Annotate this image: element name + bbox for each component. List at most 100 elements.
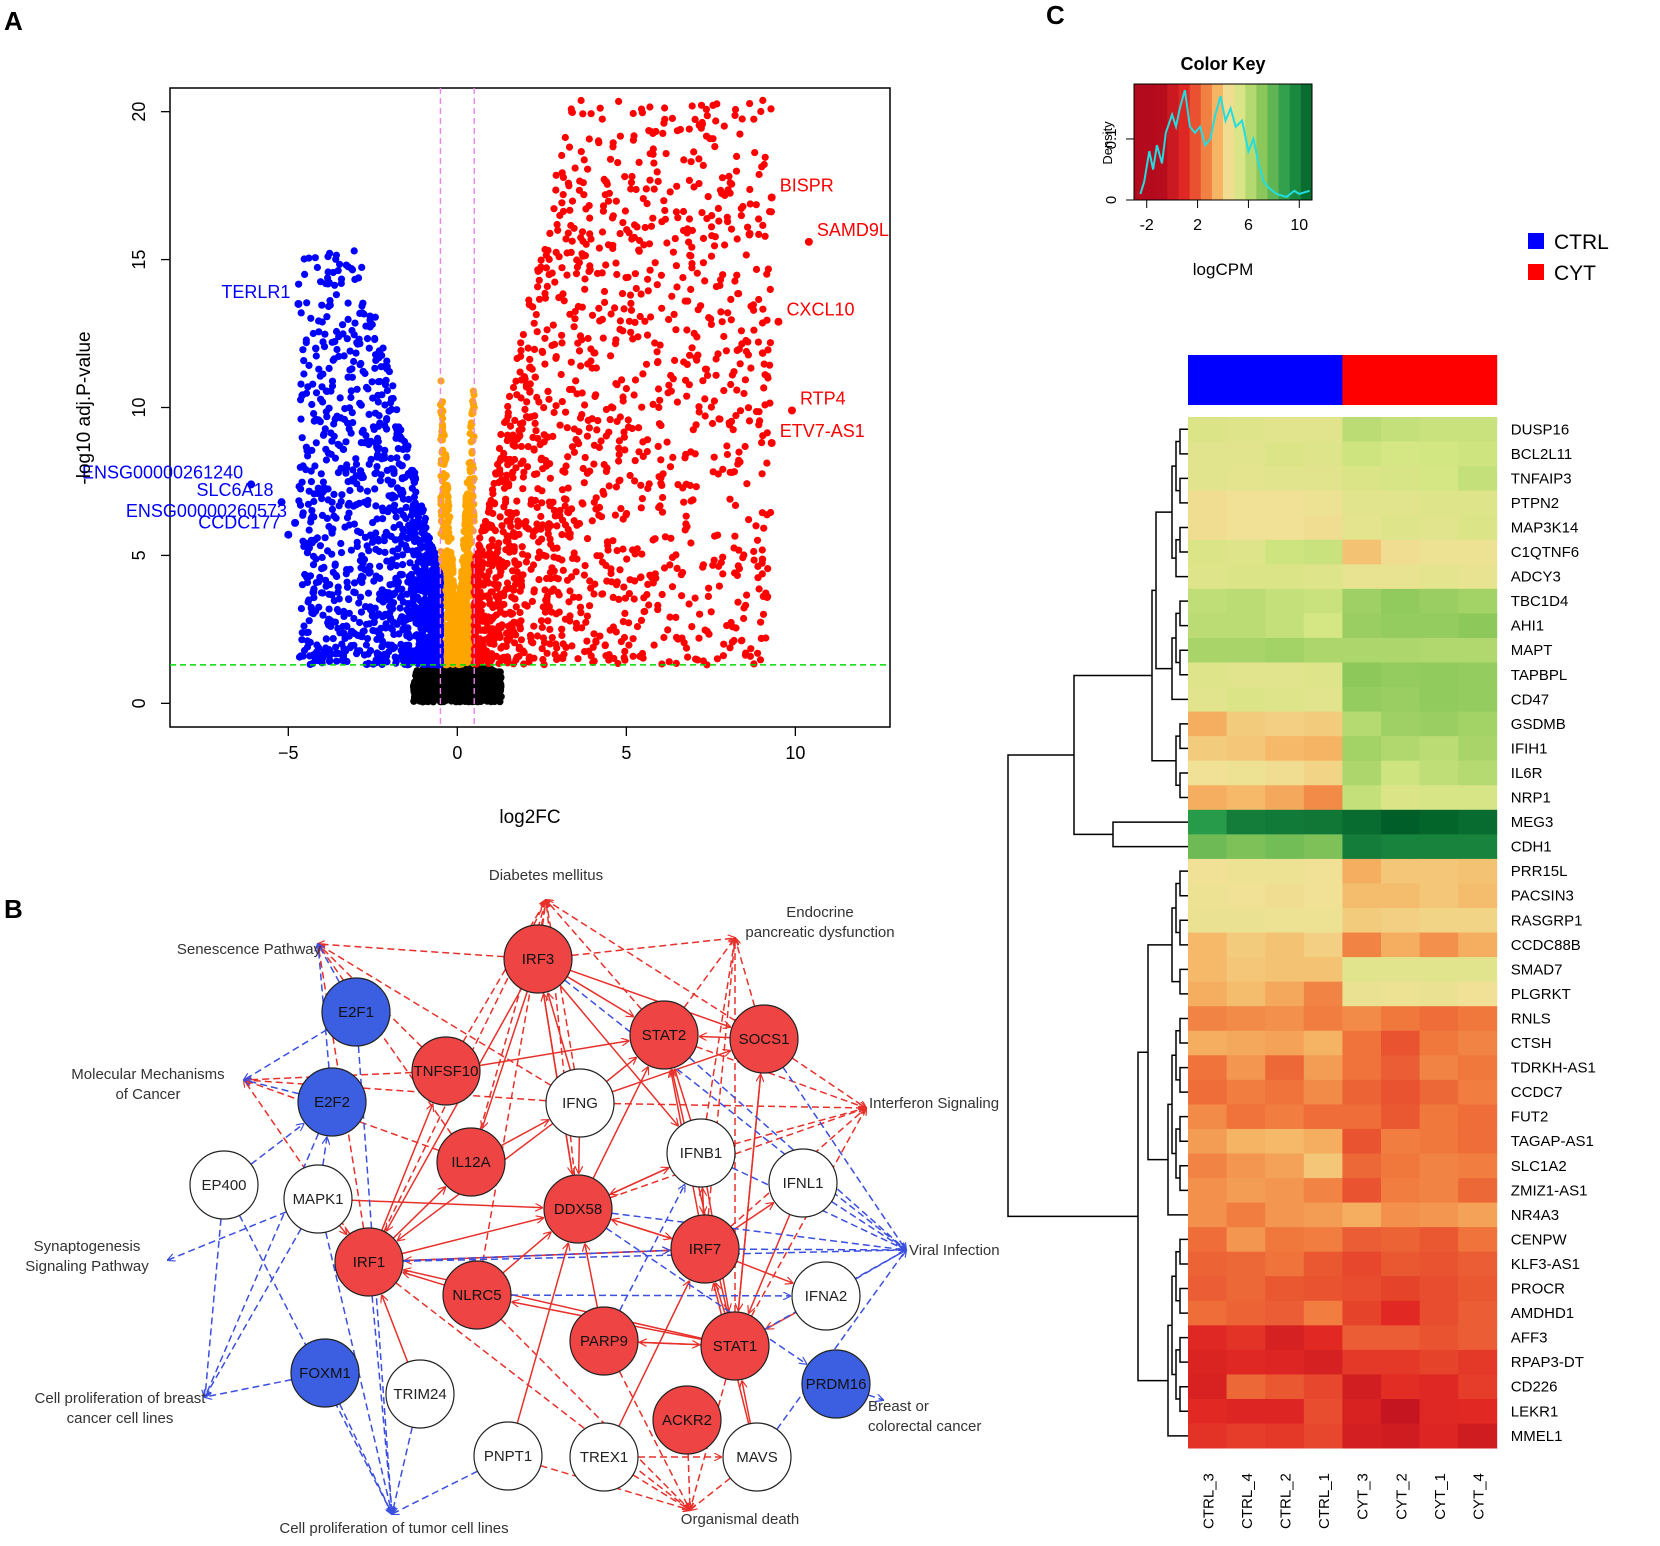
volcano-point [500,600,508,609]
volcano-point [606,416,614,424]
volcano-point [450,641,458,649]
volcano-point [759,96,767,104]
volcano-point [365,569,373,577]
color-key-band [1278,84,1291,200]
volcano-point [755,295,763,304]
volcano-labeled-point [774,317,783,326]
volcano-point [379,515,387,523]
volcano-point [517,339,525,347]
volcano-point [559,516,567,524]
volcano-point [521,405,529,413]
volcano-point [703,215,711,223]
volcano-point [371,364,379,372]
volcano-point [327,387,335,395]
network-node-stat2: STAT2 [629,1000,699,1070]
volcano-point [444,493,452,501]
volcano-point [688,260,696,268]
color-key-x-tick: 6 [1244,217,1253,234]
volcano-point [391,501,399,509]
heatmap-cell [1342,932,1382,958]
volcano-point [340,630,348,638]
volcano-point [566,310,574,318]
volcano-point [305,526,313,534]
network-node-ifnl1: IFNL1 [768,1148,838,1218]
volcano-point [317,470,325,478]
volcano-point [477,600,485,608]
heatmap-cell [1342,1227,1382,1253]
volcano-point [701,626,709,634]
network-node-label: PRDM16 [806,1376,867,1393]
volcano-point [758,570,766,578]
volcano-point [312,607,320,615]
volcano-point [335,595,343,603]
volcano-gene-label: RTP4 [800,388,846,408]
volcano-point [453,653,461,661]
volcano-point [316,542,324,550]
volcano-point [687,539,695,547]
volcano-point [349,466,357,474]
volcano-point [310,585,318,593]
volcano-point [379,613,387,621]
volcano-point [328,437,336,445]
volcano-point [740,389,748,398]
heatmap-cell [1419,1030,1459,1056]
heatmap-cell [1458,1325,1498,1351]
volcano-point [617,505,625,513]
network-node-label: NLRC5 [452,1287,501,1304]
column-group-cell [1342,355,1382,405]
volcano-point [328,498,336,506]
volcano-point [701,412,709,420]
volcano-point [388,556,396,564]
volcano-labeled-point [767,439,776,447]
volcano-point [592,505,600,513]
volcano-point [733,571,742,580]
volcano-point [695,155,703,163]
volcano-point [309,329,317,338]
network-function-label: cancer cell lines [67,1410,174,1427]
volcano-point [428,545,436,553]
heatmap-cell [1381,834,1420,860]
volcano-point [584,165,592,173]
volcano-point [662,150,670,158]
volcano-point [529,639,537,647]
volcano-point [554,588,562,596]
volcano-point [631,376,640,384]
volcano-point [329,268,337,277]
volcano-point [689,426,697,434]
volcano-point [385,492,393,500]
heatmap-cell [1458,932,1498,958]
volcano-point [522,558,531,566]
volcano-point [378,586,386,594]
volcano-point [586,262,594,270]
volcano-point [619,618,627,626]
volcano-point [469,432,478,441]
volcano-point [399,625,407,633]
volcano-point [738,115,746,123]
heatmap-cell [1303,1079,1343,1105]
volcano-point [338,491,346,499]
heatmap-cell [1458,588,1498,614]
volcano-point [574,339,582,347]
volcano-point [725,172,733,180]
volcano-point [352,455,360,463]
volcano-point [631,270,640,278]
network-edge [323,1138,327,1166]
volcano-point [310,410,318,418]
volcano-point [608,214,617,222]
volcano-point [431,594,439,602]
volcano-point [761,232,769,240]
volcano-point [763,593,771,602]
volcano-point [731,111,739,119]
volcano-point [346,486,354,495]
volcano-point [682,480,690,488]
volcano-point [582,618,590,626]
volcano-point [374,398,382,406]
heatmap-cell [1265,490,1305,516]
volcano-point [307,467,315,475]
volcano-point [444,506,452,514]
volcano-point [295,280,303,288]
volcano-point [629,109,637,118]
volcano-point [707,252,716,260]
volcano-point [546,474,555,482]
volcano-point [644,580,652,589]
